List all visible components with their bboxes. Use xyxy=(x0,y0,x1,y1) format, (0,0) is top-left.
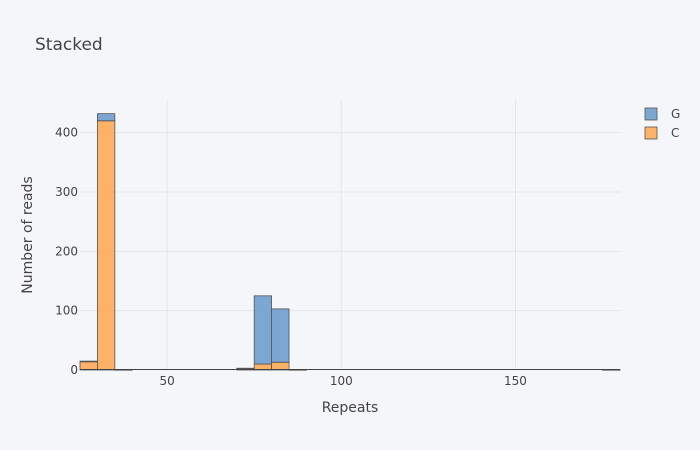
x-tick-label: 150 xyxy=(504,374,527,388)
bar-G-70[interactable] xyxy=(236,367,255,370)
x-axis-title: Repeats xyxy=(322,400,379,416)
bar-G-30[interactable] xyxy=(97,113,116,122)
y-axis-title: Number of reads xyxy=(20,176,36,293)
legend-item-G[interactable]: G xyxy=(644,107,680,121)
y-tick-labels: 0 100 200 300 400 xyxy=(55,126,78,377)
y-tick-label: 100 xyxy=(55,304,78,318)
y-tick-label: 300 xyxy=(55,185,78,199)
x-tick-label: 100 xyxy=(330,374,353,388)
x-tick-label: 50 xyxy=(159,374,174,388)
chart-title: Stacked xyxy=(35,35,103,55)
bar-C-30[interactable] xyxy=(97,120,116,371)
bar-C-25[interactable] xyxy=(79,361,98,371)
grid-lines xyxy=(80,100,620,370)
bar-G-25[interactable] xyxy=(79,360,98,363)
legend-label: C xyxy=(671,126,679,140)
legend: GC xyxy=(644,107,680,140)
bar-G-80[interactable] xyxy=(271,308,290,363)
bar-G-75[interactable] xyxy=(253,295,273,365)
bar-C-80[interactable] xyxy=(271,361,290,371)
legend-label: G xyxy=(671,107,680,121)
y-tick-label: 400 xyxy=(55,126,78,140)
y-tick-label: 200 xyxy=(55,244,78,258)
y-tick-label: 0 xyxy=(70,363,78,377)
legend-item-C[interactable]: C xyxy=(644,126,679,140)
legend-swatch xyxy=(644,107,658,121)
legend-swatch xyxy=(644,126,658,140)
x-tick-labels: 50 100 150 xyxy=(159,374,526,388)
bars xyxy=(79,113,621,371)
